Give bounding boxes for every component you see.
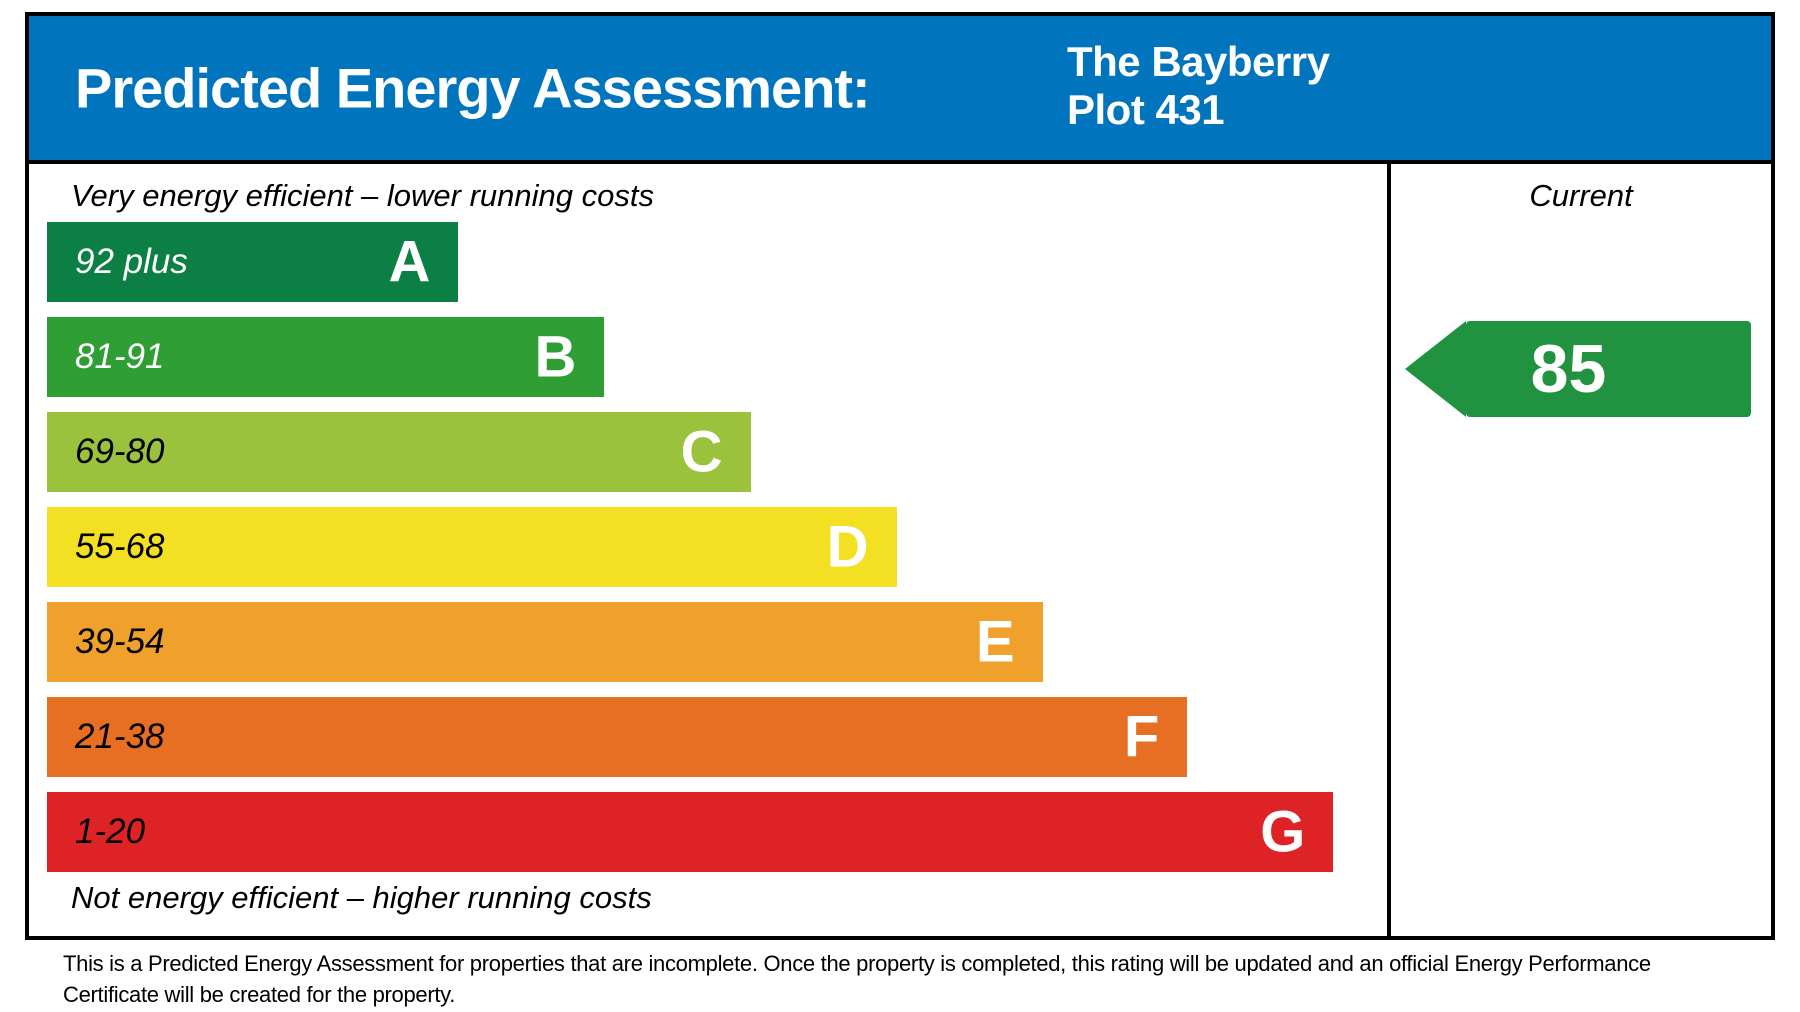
band-range-label: 1-20 (75, 812, 146, 851)
current-column-label: Current (1529, 178, 1633, 213)
footer-note: This is a Predicted Energy Assessment fo… (63, 948, 1651, 1010)
band-row-a: 92 plus A (47, 222, 1387, 302)
band-range-label: 81-91 (75, 337, 165, 376)
band-bar-e: 39-54 E (47, 602, 1043, 682)
current-rating-value: 85 (1530, 331, 1607, 407)
band-row-b: 81-91 B (47, 317, 1387, 397)
band-row-f: 21-38 F (47, 697, 1387, 777)
band-range-label: 55-68 (75, 527, 165, 566)
band-row-d: 55-68 D (47, 507, 1387, 587)
chart-body: Very energy efficient – lower running co… (29, 164, 1771, 936)
band-bar-f: 21-38 F (47, 697, 1188, 777)
top-caption: Very energy efficient – lower running co… (71, 178, 654, 213)
band-bar-d: 55-68 D (47, 507, 897, 587)
header: Predicted Energy Assessment: The Bayberr… (29, 16, 1771, 164)
footer-note-line-1: This is a Predicted Energy Assessment fo… (63, 951, 1651, 976)
current-rating-arrow: 85 (1405, 321, 1751, 417)
band-letter: B (534, 324, 577, 390)
band-bar-a: 92 plus A (47, 222, 459, 302)
band-letter: A (388, 229, 431, 295)
current-column: Current 85 (1387, 164, 1771, 936)
band-letter: F (1123, 704, 1160, 770)
band-range-label: 92 plus (75, 242, 188, 281)
certificate: Predicted Energy Assessment: The Bayberr… (25, 12, 1775, 940)
property-name-block: The Bayberry Plot 431 (1067, 38, 1330, 134)
bottom-caption: Not energy efficient – higher running co… (71, 880, 652, 915)
band-bar-g: 1-20 G (47, 792, 1334, 872)
band-row-g: 1-20 G (47, 792, 1387, 872)
band-range-label: 21-38 (75, 717, 165, 756)
band-bar-c: 69-80 C (47, 412, 751, 492)
band-range-label: 69-80 (75, 432, 165, 471)
bands-container: 92 plus A 81-91 B 69-80 C 55-68 D 39-54 E 21-38 F 1-… (47, 222, 1387, 887)
page-title: Predicted Energy Assessment: (75, 56, 871, 120)
plot-number: Plot 431 (1067, 86, 1225, 133)
band-letter: D (826, 514, 869, 580)
epc-rating-chart: Very energy efficient – lower running co… (29, 164, 1387, 936)
band-range-label: 39-54 (75, 622, 165, 661)
property-name: The Bayberry (1067, 38, 1330, 85)
arrow-left-tip-icon (1405, 321, 1466, 417)
band-letter: C (680, 419, 723, 485)
arrow-body (1466, 321, 1751, 417)
band-letter: G (1260, 799, 1306, 865)
band-letter: E (975, 609, 1015, 675)
footer-note-line-2: Certificate will be created for the prop… (63, 982, 456, 1007)
band-row-e: 39-54 E (47, 602, 1387, 682)
band-row-c: 69-80 C (47, 412, 1387, 492)
band-bar-b: 81-91 B (47, 317, 605, 397)
